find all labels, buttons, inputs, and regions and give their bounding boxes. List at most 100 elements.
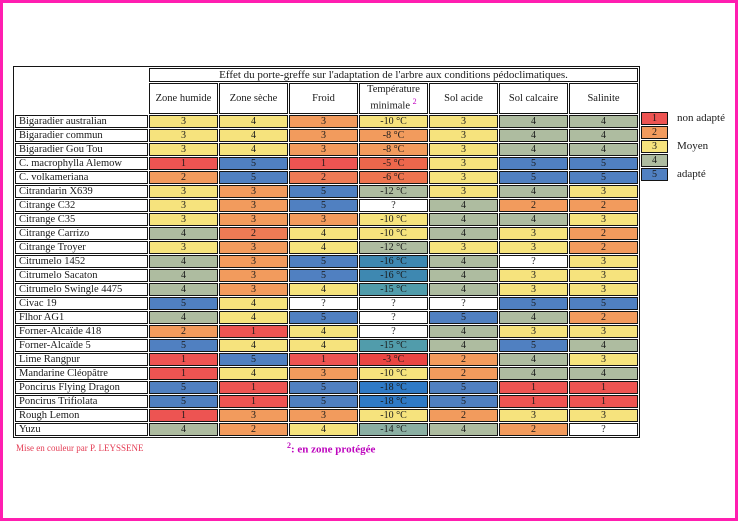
table-cell: -10 °C (359, 409, 428, 422)
table-cell: 4 (499, 185, 568, 198)
table-cell: 1 (219, 325, 288, 338)
table-row: Lime Rangpur 1 5 1 -3 °C 2 4 3 (15, 353, 638, 366)
row-label: Lime Rangpur (15, 353, 148, 366)
table-row: Citrange C32 3 3 5? 4 2 2 (15, 199, 638, 212)
table-cell: 1 (149, 353, 218, 366)
title-row: Effet du porte-greffe sur l'adaptation d… (15, 68, 638, 82)
legend-item: 2 (641, 125, 737, 139)
table-cell: ? (359, 311, 428, 324)
table-cell: -3 °C (359, 353, 428, 366)
table-cell: 3 (499, 325, 568, 338)
table-cell: 1 (499, 381, 568, 394)
row-label: Mandarine Cléopâtre (15, 367, 148, 380)
table-cell: 1 (569, 395, 638, 408)
table-cell: 5 (219, 171, 288, 184)
table-cell: 5 (289, 255, 358, 268)
row-label: Civac 19 (15, 297, 148, 310)
table-cell: 3 (289, 115, 358, 128)
table-cell: 4 (499, 129, 568, 142)
table-cell: 3 (289, 129, 358, 142)
protected-zone-note: 2: en zone protégée (287, 441, 375, 456)
table-cell: 3 (429, 157, 498, 170)
table-cell: 2 (149, 171, 218, 184)
legend-item: 4 (641, 153, 737, 167)
table-cell: 5 (149, 381, 218, 394)
table-cell: 3 (219, 213, 288, 226)
table-cell: 2 (149, 325, 218, 338)
row-label: Flhor AG1 (15, 311, 148, 324)
row-label: Citrange C35 (15, 213, 148, 226)
row-label: C. macrophylla Alemow (15, 157, 148, 170)
table-cell: -10 °C (359, 227, 428, 240)
table-cell: 4 (289, 339, 358, 352)
table-row: Rough Lemon 1 3 3 -10 °C 2 3 3 (15, 409, 638, 422)
table-cell: 4 (429, 213, 498, 226)
table-row: Flhor AG1 4 4 5? 5 4 2 (15, 311, 638, 324)
table-cell: 5 (289, 311, 358, 324)
table-cell: -5 °C (359, 157, 428, 170)
table-cell: 3 (429, 115, 498, 128)
table-cell: 5 (149, 297, 218, 310)
credit-note: Mise en couleur par P. LEYSSENE (16, 443, 144, 453)
table-cell: 4 (429, 339, 498, 352)
rootstock-adaptation-table: Effet du porte-greffe sur l'adaptation d… (13, 66, 640, 438)
table-cell: 3 (149, 185, 218, 198)
table-cell: -10 °C (359, 367, 428, 380)
legend-label: adapté (677, 168, 706, 180)
table-cell: ? (359, 199, 428, 212)
table-cell: 5 (289, 199, 358, 212)
table-cell: 4 (429, 199, 498, 212)
table-cell: 3 (569, 325, 638, 338)
table-cell: ? (429, 297, 498, 310)
row-label: Citrumelo Sacaton (15, 269, 148, 282)
table-cell: 4 (569, 143, 638, 156)
table-cell: 3 (499, 283, 568, 296)
legend-color-box: 5 (641, 167, 668, 181)
table-cell: 5 (499, 339, 568, 352)
table-cell: 2 (569, 227, 638, 240)
column-header: Froid (289, 83, 358, 114)
table-cell: 1 (149, 367, 218, 380)
table-cell: 4 (429, 269, 498, 282)
table-cell: ? (359, 297, 428, 310)
adaptation-legend: 1 non adapté 2 3 Moyen 4 5 adapté (641, 111, 737, 181)
table-cell: 4 (499, 367, 568, 380)
row-label: Citrandarin X639 (15, 185, 148, 198)
table-cell: 1 (149, 157, 218, 170)
table-cell: -12 °C (359, 241, 428, 254)
table-cell: 4 (289, 283, 358, 296)
table-cell: 4 (429, 227, 498, 240)
table-cell: 4 (429, 255, 498, 268)
table-cell: 5 (569, 297, 638, 310)
table-cell: 4 (149, 283, 218, 296)
table-cell: 5 (289, 395, 358, 408)
row-label: C. volkameriana (15, 171, 148, 184)
table-cell: 2 (429, 367, 498, 380)
table-cell: 5 (289, 381, 358, 394)
table-cell: 2 (569, 311, 638, 324)
table-cell: 4 (429, 283, 498, 296)
row-label: Citrumelo Swingle 4475 (15, 283, 148, 296)
table-cell: 4 (149, 269, 218, 282)
table-cell: -14 °C (359, 423, 428, 436)
row-label: Forner-Alcaïde 5 (15, 339, 148, 352)
table-row: Forner-Alcaïde 5 5 4 4 -15 °C 4 5 4 (15, 339, 638, 352)
table-cell: 5 (429, 311, 498, 324)
table-cell: -10 °C (359, 213, 428, 226)
table-cell: 3 (569, 213, 638, 226)
table-cell: 4 (219, 311, 288, 324)
table-row: Bigaradier commun 3 4 3 -8 °C 3 4 4 (15, 129, 638, 142)
table-title: Effet du porte-greffe sur l'adaptation d… (149, 68, 638, 82)
table-row: Citrange Carrizo 4 2 4 -10 °C 4 3 2 (15, 227, 638, 240)
table-cell: 4 (569, 339, 638, 352)
table-cell: 3 (569, 283, 638, 296)
table-cell: 4 (569, 367, 638, 380)
table-cell: 5 (289, 185, 358, 198)
table-cell: -18 °C (359, 381, 428, 394)
table-cell: -10 °C (359, 115, 428, 128)
table-cell: 4 (219, 115, 288, 128)
table-cell: 4 (499, 213, 568, 226)
table-cell: 5 (429, 395, 498, 408)
table-cell: 4 (219, 297, 288, 310)
table-cell: 3 (219, 269, 288, 282)
